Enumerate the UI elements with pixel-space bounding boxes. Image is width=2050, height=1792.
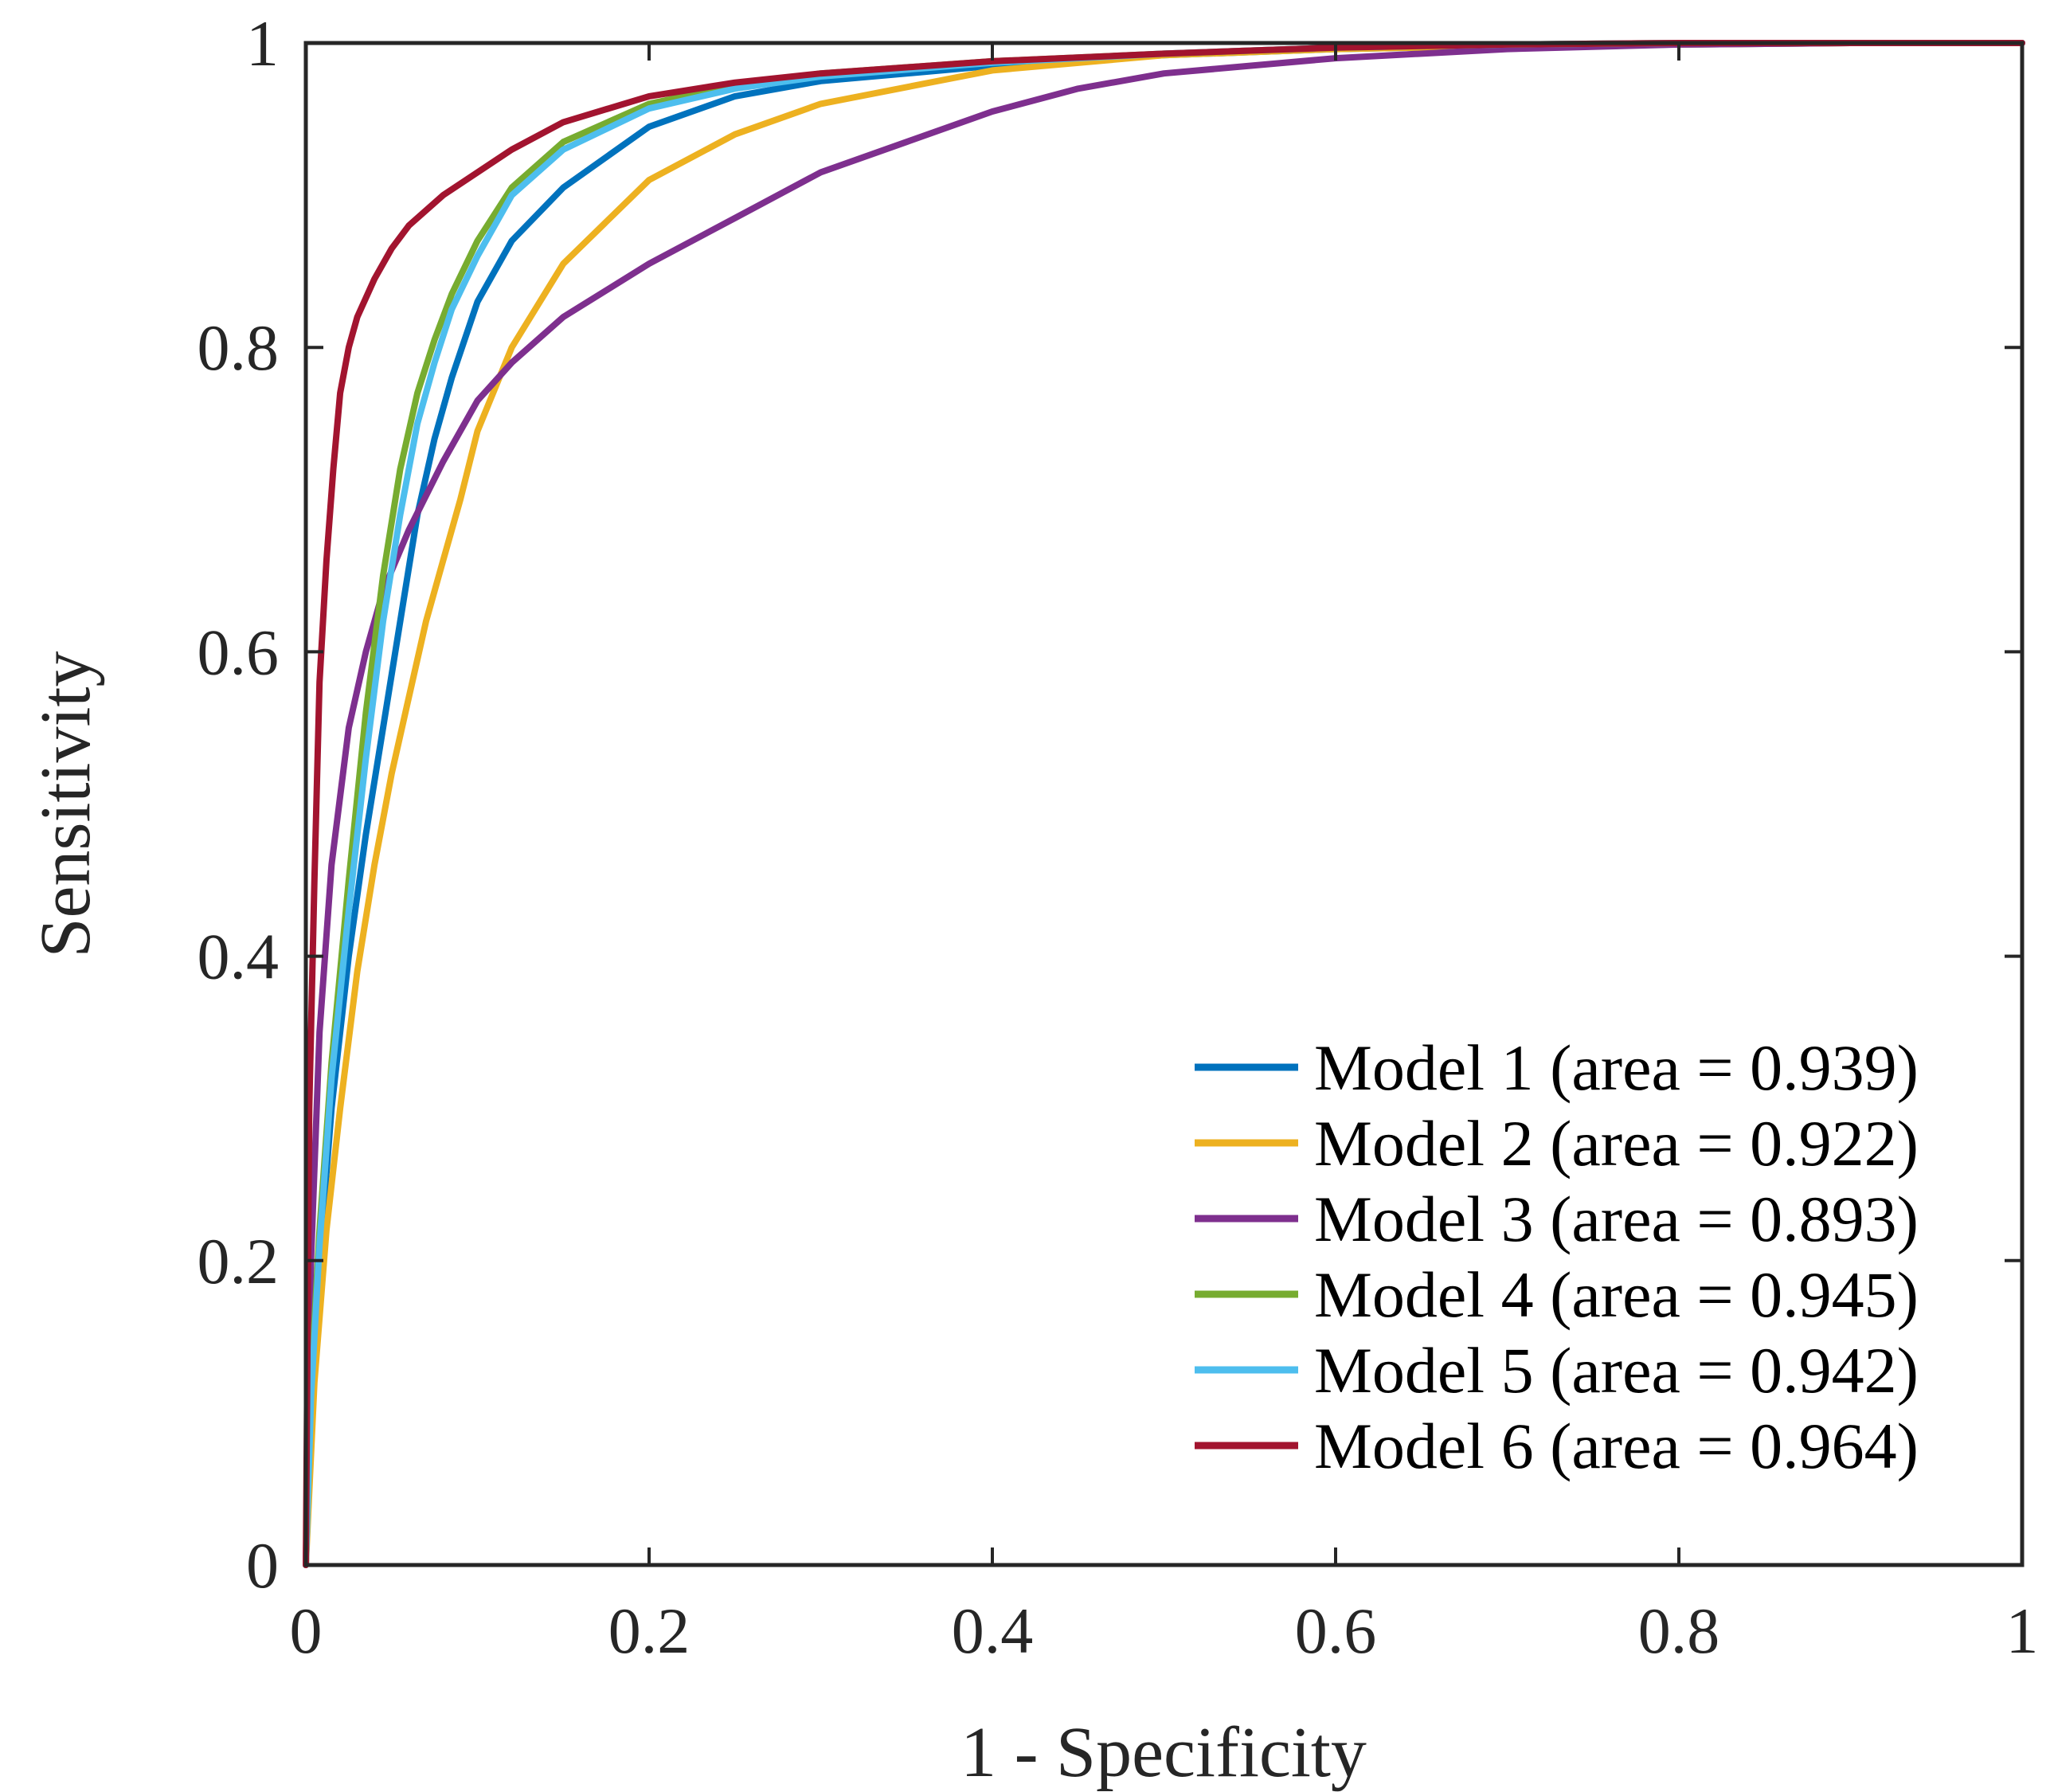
y-tick-label: 0.4 (198, 921, 280, 993)
x-axis-title: 1 - Specificity (960, 1713, 1367, 1792)
roc-curve-model-3 (303, 40, 2025, 1568)
axes-box (303, 41, 2025, 1567)
y-tick-label: 0.2 (198, 1225, 280, 1297)
y-tick-label: 0 (246, 1529, 279, 1602)
x-tick-label: 0.2 (608, 1594, 691, 1667)
y-axis-title: Sensitivity (26, 651, 105, 957)
legend-label-model-4: Model 4 (area = 0.945) (1314, 1258, 1919, 1331)
legend-label-model-6: Model 6 (area = 0.964) (1314, 1410, 1919, 1482)
legend-label-model-5: Model 5 (area = 0.942) (1314, 1334, 1919, 1407)
tick-labels: 0 0.2 0.4 0.6 0.8 1 0 0.2 0.4 0.6 0.8 1 (198, 7, 2039, 1667)
legend: Model 1 (area = 0.939)Model 2 (area = 0.… (1195, 1031, 1919, 1482)
plot-layer (303, 40, 2025, 1568)
y-tick-label: 0.8 (198, 311, 280, 384)
x-tick-label: 0.4 (952, 1594, 1034, 1667)
x-tick-label: 0 (290, 1594, 323, 1667)
x-tick-label: 0.8 (1638, 1594, 1720, 1667)
roc-curve-model-6 (303, 40, 2025, 1568)
x-tick-label: 1 (2006, 1594, 2039, 1667)
legend-label-model-3: Model 3 (area = 0.893) (1314, 1183, 1919, 1255)
x-tick-label: 0.6 (1295, 1594, 1377, 1667)
y-tick-label: 0.6 (198, 616, 280, 688)
legend-label-model-2: Model 2 (area = 0.922) (1314, 1107, 1919, 1180)
legend-label-model-1: Model 1 (area = 0.939) (1314, 1031, 1919, 1104)
y-tick-label: 1 (246, 7, 279, 80)
